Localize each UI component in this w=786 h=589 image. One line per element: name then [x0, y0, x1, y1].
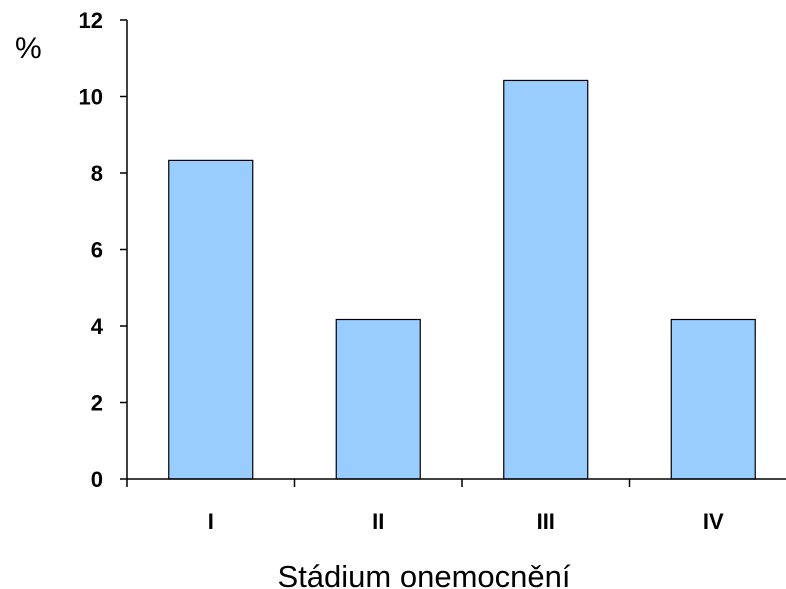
y-tick-label: 8	[91, 161, 103, 186]
bar-I	[168, 159, 254, 480]
x-tick-label: I	[208, 509, 214, 534]
bar-IV	[670, 318, 756, 480]
y-tick-label: 10	[79, 85, 103, 110]
x-tick-label: III	[537, 509, 555, 534]
y-axis-ticks: 0 2 4 6 8 10 12	[79, 8, 127, 492]
x-axis-title: Stádium onemocnění	[278, 559, 571, 589]
bars-group	[168, 79, 756, 480]
y-tick-label: 2	[91, 391, 103, 416]
x-tick-label: II	[372, 509, 384, 534]
y-axis-title: %	[15, 32, 42, 65]
y-tick-label: 4	[91, 314, 104, 339]
y-tick-label: 6	[91, 238, 103, 263]
y-tick-label: 0	[91, 467, 103, 492]
y-tick-label: 12	[79, 8, 103, 33]
bar-III	[503, 79, 589, 480]
x-axis-ticks: I II III IV	[126, 479, 724, 534]
bar-II	[335, 318, 421, 480]
x-tick-label: IV	[703, 509, 724, 534]
